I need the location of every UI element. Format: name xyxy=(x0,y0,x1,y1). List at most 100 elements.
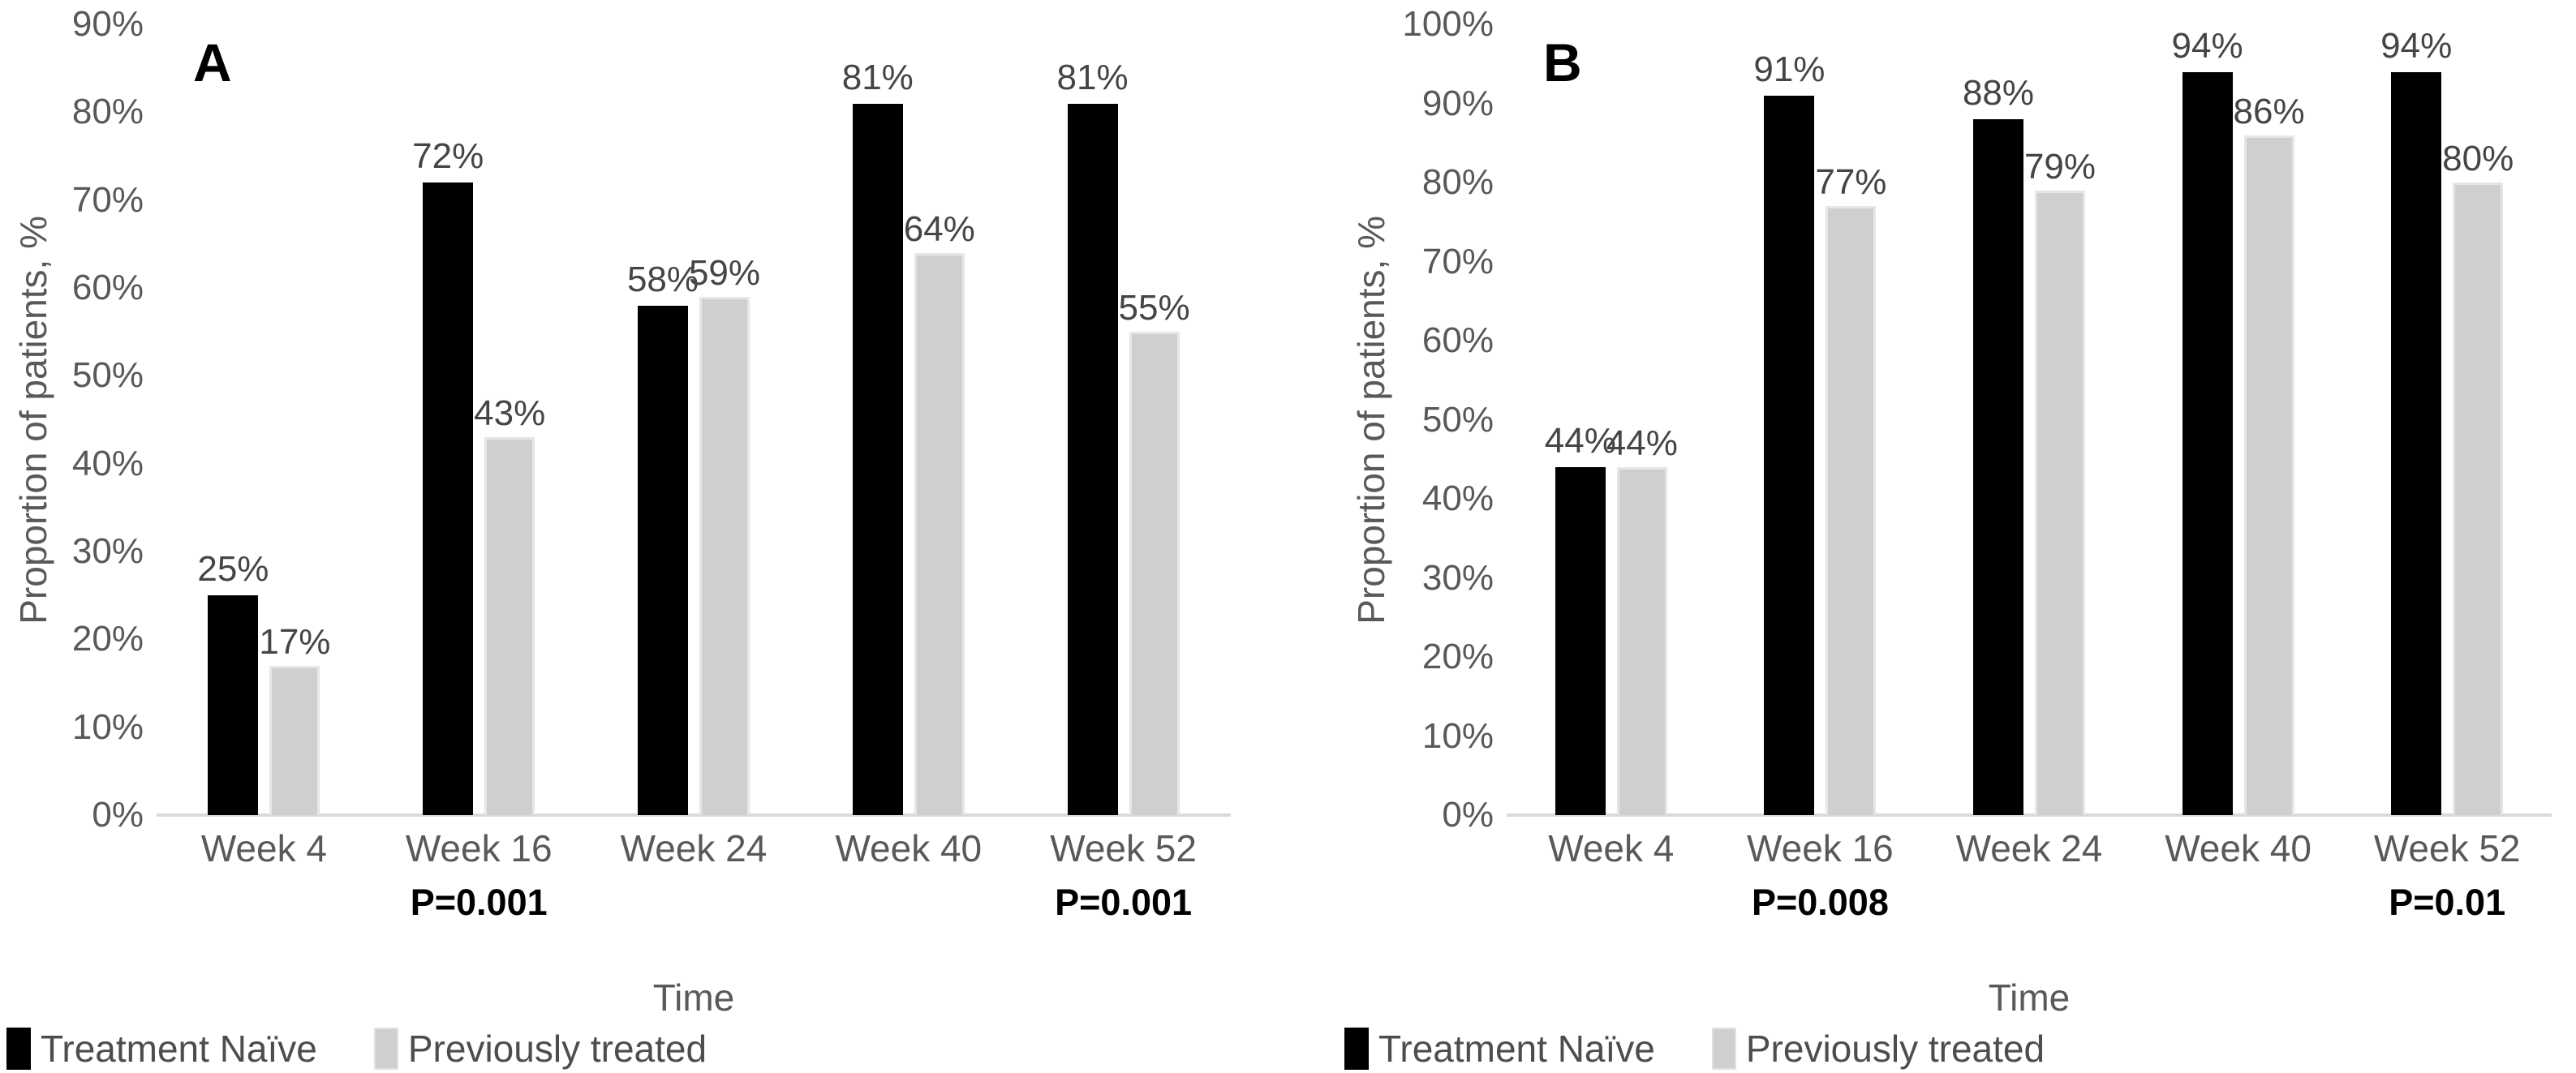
y-tick-label: 30% xyxy=(1421,557,1494,598)
x-slot-week-24: Week 24 xyxy=(587,815,802,937)
y-tick-label: 90% xyxy=(71,4,144,44)
bar-pair: 94% 80% xyxy=(2380,26,2514,815)
x-axis-slots: Week 4 Week 16 P=0.008 Week 24 Week 40 Week 5… xyxy=(1507,815,2552,937)
bar-previously-treated: 77% xyxy=(1815,163,1886,815)
y-axis-title: Proportion of patients, % xyxy=(6,24,59,815)
bar-pair: 72% 43% xyxy=(412,137,545,815)
bar-group-week-16: 72% 43% xyxy=(372,24,587,815)
y-tick-label: 30% xyxy=(71,531,144,571)
legend-swatch-gray-icon xyxy=(1711,1028,1736,1070)
p-value-label: P=0.01 xyxy=(2389,882,2506,923)
x-tick-label: Week 52 xyxy=(2373,827,2521,869)
bar-previously-treated: 44% xyxy=(1606,424,1678,815)
y-axis-title: Proportion of patients, % xyxy=(1344,24,1397,815)
bar-value-label: 94% xyxy=(2171,25,2243,66)
y-tick-label: 80% xyxy=(71,92,144,132)
bar-treatment-na-ve: 72% xyxy=(412,137,484,815)
x-slot-week-52: Week 52 P=0.01 xyxy=(2342,815,2552,937)
bar-value-label: 91% xyxy=(1753,49,1826,89)
bar-groups: 25% 17% 72% 43% 58% 59% 81% 64% 81% 55% xyxy=(157,24,1231,815)
bar-value-label: 58% xyxy=(626,259,699,299)
bar-pair: 58% 59% xyxy=(627,253,760,815)
bar-value-label: 80% xyxy=(2442,139,2514,178)
x-axis-title: Time xyxy=(1988,976,2071,1019)
bar-value-label: 43% xyxy=(474,393,546,434)
x-axis-labels-row: Week 4 Week 16 P=0.008 Week 24 Week 40 Week 5… xyxy=(1344,815,2552,937)
p-value-label: P=0.008 xyxy=(1751,882,1889,923)
legend-item-previously-treated: Previously treated xyxy=(373,1027,707,1071)
bar-group-week-52: 81% 55% xyxy=(1016,24,1231,815)
bar-value-label: 94% xyxy=(2380,25,2453,66)
bar-group-week-4: 25% 17% xyxy=(157,24,372,815)
panel-b-plot-row: Proportion of patients, % 100% 90% 80% 70% 6… xyxy=(1344,0,2552,835)
bar-value-label: 81% xyxy=(1056,57,1129,97)
bar-pair: 94% 86% xyxy=(2172,26,2305,815)
y-tick-label: 70% xyxy=(1421,241,1494,281)
bar-value-label: 44% xyxy=(1544,421,1616,461)
legend-label: Previously treated xyxy=(407,1028,707,1070)
x-axis-labels-row: Week 4 Week 16 P=0.001 Week 24 Week 40 Week 5… xyxy=(6,815,1231,937)
y-tick-label: 60% xyxy=(71,268,144,307)
y-tick-label: 100% xyxy=(1402,4,1494,44)
bar-group-week-52: 94% 80% xyxy=(2342,24,2552,815)
legend-label: Treatment Naïve xyxy=(1378,1028,1655,1070)
x-tick-label: Week 24 xyxy=(1955,827,2103,869)
bar-value-label: 79% xyxy=(2023,146,2096,187)
bar-value-label: 64% xyxy=(903,208,975,249)
bar-group-week-24: 88% 79% xyxy=(1924,24,2134,815)
y-axis-title-text: Proportion of patients, % xyxy=(1349,215,1392,624)
legend-item-treatment-naive: Treatment Naïve xyxy=(1344,1027,1655,1071)
x-slot-week-4: Week 4 xyxy=(157,815,372,937)
y-tick-label: 20% xyxy=(1421,637,1494,676)
bar-treatment-na-ve: 81% xyxy=(1057,58,1129,815)
y-tick-label: 70% xyxy=(71,179,144,220)
bar-value-label: 44% xyxy=(1606,423,1678,463)
x-slot-week-40: Week 40 xyxy=(801,815,1016,937)
legend-label: Treatment Naïve xyxy=(41,1028,317,1070)
bar-treatment-na-ve: 81% xyxy=(842,58,914,815)
y-tick-label: 60% xyxy=(1421,320,1494,360)
y-tick-label: 20% xyxy=(71,619,144,659)
x-slot-week-40: Week 40 xyxy=(2134,815,2343,937)
panel-a: Proportion of patients, % 90% 80% 70% 60% 50… xyxy=(0,0,1288,1070)
bar-group-week-40: 81% 64% xyxy=(801,24,1016,815)
bar-value-label: 81% xyxy=(841,57,914,97)
bar-group-week-40: 94% 86% xyxy=(2134,24,2343,815)
bar-previously-treated: 43% xyxy=(474,394,545,815)
x-axis-slots: Week 4 Week 16 P=0.001 Week 24 Week 40 Week 5… xyxy=(157,815,1231,937)
y-tick-label: 80% xyxy=(1421,162,1494,202)
x-slot-week-24: Week 24 xyxy=(1924,815,2134,937)
bar-value-label: 77% xyxy=(1815,162,1887,203)
legend-swatch-black-icon xyxy=(1344,1028,1369,1070)
bar-pair: 81% 55% xyxy=(1057,58,1190,815)
bar-pair: 44% 44% xyxy=(1545,422,1678,815)
y-tick-label: 90% xyxy=(1421,83,1494,123)
x-tick-label: Week 4 xyxy=(200,827,327,869)
y-tick-label: 0% xyxy=(92,795,144,835)
bar-treatment-na-ve: 94% xyxy=(2380,26,2452,815)
bar-previously-treated: 55% xyxy=(1119,289,1190,815)
y-tick-label: 40% xyxy=(1421,479,1494,518)
bar-value-label: 86% xyxy=(2233,91,2305,131)
y-tick-label: 10% xyxy=(1421,715,1494,756)
bar-value-label: 59% xyxy=(688,252,761,293)
legend-item-previously-treated: Previously treated xyxy=(1711,1027,2045,1071)
x-tick-label: Week 4 xyxy=(1548,827,1675,869)
legend-label: Previously treated xyxy=(1745,1028,2045,1070)
bar-group-week-4: 44% 44% xyxy=(1507,24,1716,815)
panel-b: Proportion of patients, % 100% 90% 80% 70% 6… xyxy=(1288,0,2576,1070)
legend-item-treatment-naive: Treatment Naïve xyxy=(6,1027,317,1071)
bar-previously-treated: 17% xyxy=(259,622,330,815)
bar-treatment-na-ve: 25% xyxy=(197,550,269,815)
bar-groups: 44% 44% 91% 77% 88% 79% 94% 86% 94% 80% xyxy=(1507,24,2552,815)
bar-previously-treated: 80% xyxy=(2442,139,2514,815)
bar-group-week-16: 91% 77% xyxy=(1716,24,1925,815)
y-tick-label: 50% xyxy=(1421,399,1494,440)
plot-area: B 44% 44% 91% 77% 88% 79% 94% 86% 94% 80% xyxy=(1507,24,2552,817)
x-tick-label: Week 16 xyxy=(1747,827,1894,869)
bar-previously-treated: 79% xyxy=(2024,147,2096,815)
bar-treatment-na-ve: 44% xyxy=(1545,422,1616,815)
x-tick-label: Week 16 xyxy=(405,827,553,869)
bar-pair: 81% 64% xyxy=(842,58,975,815)
x-slot-week-16: Week 16 P=0.008 xyxy=(1716,815,1925,937)
